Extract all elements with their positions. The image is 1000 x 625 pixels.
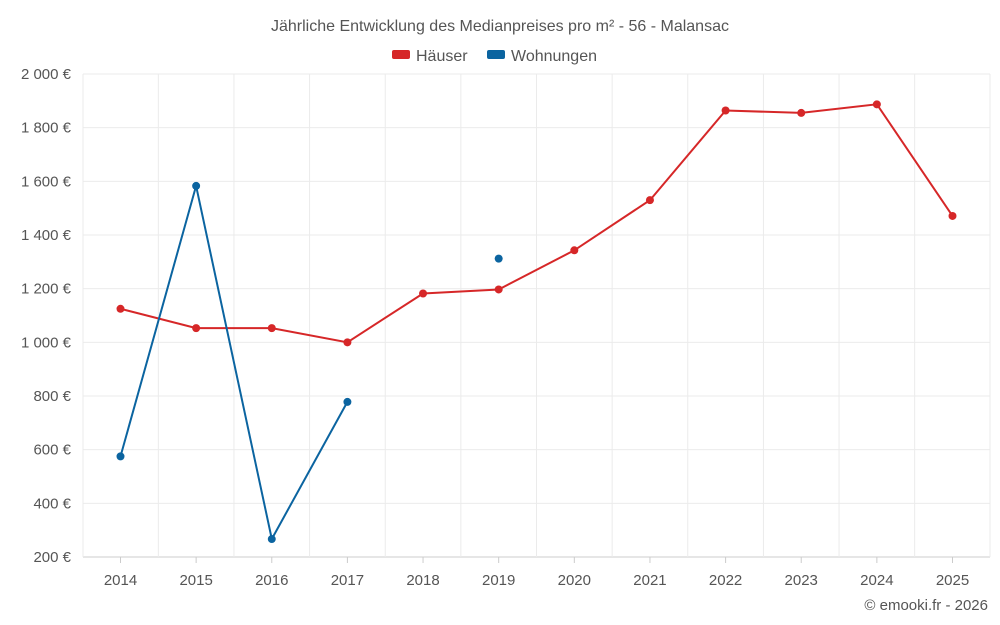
- x-tick-label: 2020: [558, 572, 591, 589]
- data-point: [192, 181, 201, 190]
- y-axis: 200 € 400 € 600 € 800 € 1 000 € 1 200 € 1 400 …: [21, 66, 72, 566]
- data-point: [721, 106, 730, 115]
- grid-lines: [82, 73, 991, 558]
- x-tick-label: 2019: [482, 572, 515, 589]
- data-point: [343, 397, 352, 406]
- data-point: [948, 211, 957, 220]
- x-tick-label: 2023: [785, 572, 818, 589]
- x-axis: 2014 2015 2016 2017 2018 2019 2020 2021 2022 2023…: [104, 557, 969, 589]
- data-point: [494, 254, 503, 263]
- legend-label: Wohnungen: [511, 48, 597, 65]
- series-wohnungen: [116, 181, 503, 544]
- legend-swatch: [392, 50, 410, 59]
- y-tick-label: 800 €: [33, 388, 71, 405]
- x-tick-label: 2018: [406, 572, 439, 589]
- series-line: [120, 103, 954, 344]
- x-tick-label: 2022: [709, 572, 742, 589]
- legend: Häuser Wohnungen: [392, 48, 597, 65]
- y-tick-label: 200 €: [33, 549, 71, 566]
- data-point: [645, 196, 654, 205]
- data-point: [116, 304, 125, 313]
- data-point: [267, 535, 276, 544]
- x-tick-label: 2017: [331, 572, 364, 589]
- legend-swatch: [487, 50, 505, 59]
- data-point: [419, 289, 428, 298]
- data-point: [570, 246, 579, 255]
- y-tick-label: 2 000 €: [21, 66, 72, 83]
- data-point: [116, 452, 125, 461]
- x-tick-label: 2014: [104, 572, 137, 589]
- y-tick-label: 1 600 €: [21, 173, 72, 190]
- legend-label: Häuser: [416, 48, 468, 65]
- data-point: [797, 108, 806, 117]
- x-tick-label: 2024: [860, 572, 893, 589]
- credit-text: © emooki.fr - 2026: [864, 597, 988, 614]
- data-point: [343, 338, 352, 347]
- y-tick-label: 1 800 €: [21, 120, 72, 137]
- series-line: [119, 185, 349, 542]
- data-point: [494, 285, 503, 294]
- x-tick-label: 2025: [936, 572, 969, 589]
- y-tick-label: 1 200 €: [21, 281, 72, 298]
- data-point: [872, 100, 881, 109]
- x-tick-label: 2021: [633, 572, 666, 589]
- data-point: [192, 324, 201, 333]
- y-tick-label: 1 000 €: [21, 334, 72, 351]
- y-tick-label: 1 400 €: [21, 227, 72, 244]
- series-haeuser: [116, 100, 957, 347]
- y-tick-label: 400 €: [33, 495, 71, 512]
- data-point: [267, 324, 276, 333]
- series-layer: [116, 100, 957, 544]
- y-tick-label: 600 €: [33, 442, 71, 459]
- x-tick-label: 2015: [179, 572, 212, 589]
- x-tick-label: 2016: [255, 572, 288, 589]
- chart-title: Jährliche Entwicklung des Medianpreises …: [271, 18, 729, 35]
